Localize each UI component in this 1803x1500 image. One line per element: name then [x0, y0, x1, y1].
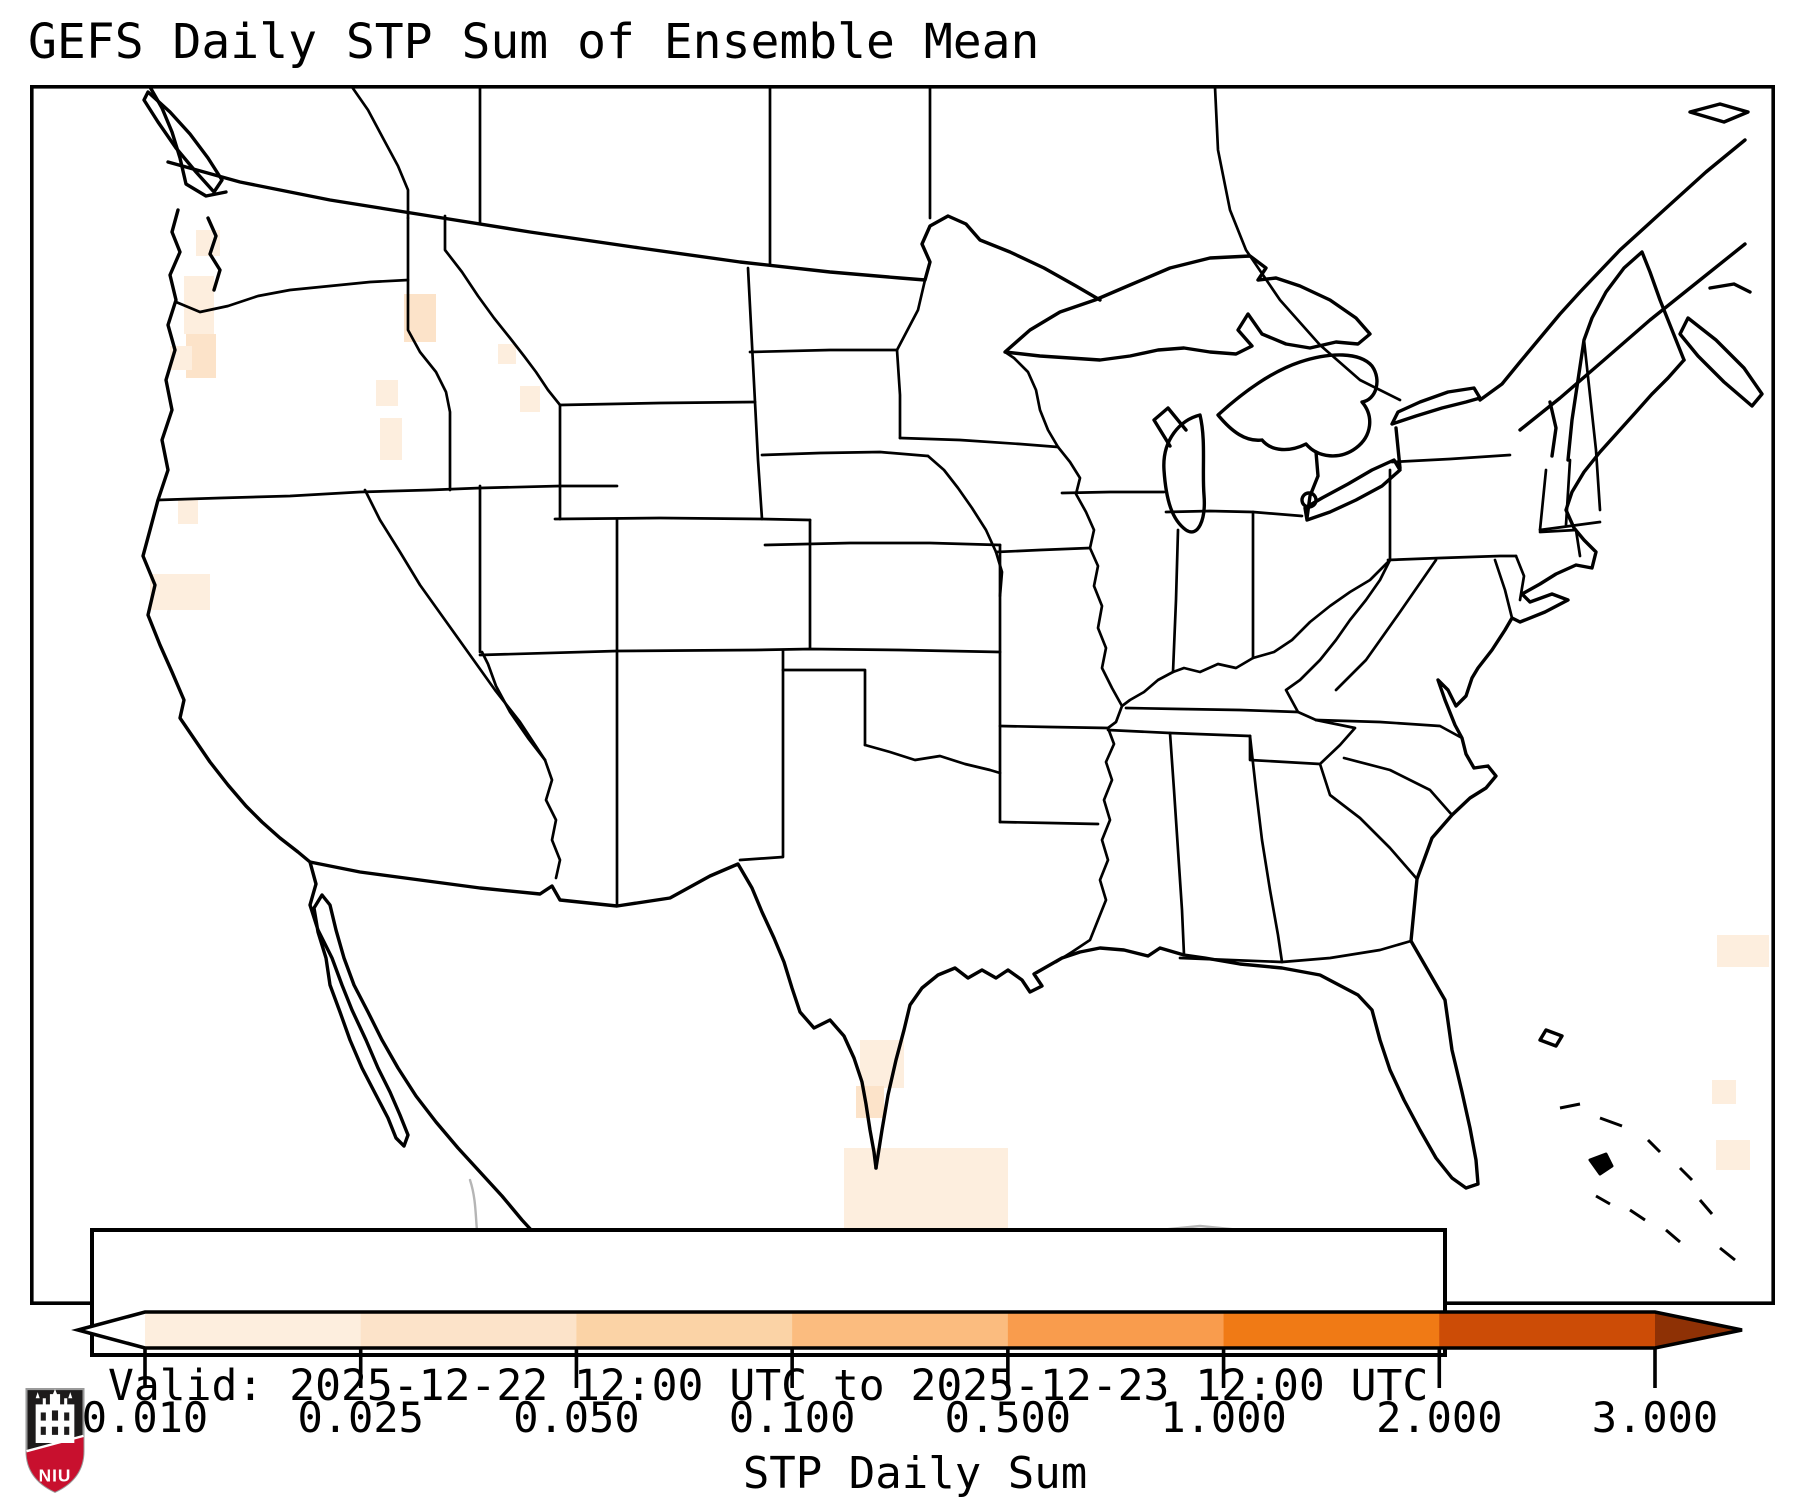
colorbar-over-arrow — [1655, 1312, 1742, 1348]
colorbar-segment — [1439, 1312, 1656, 1348]
stp-cell — [150, 574, 210, 610]
map-frame — [30, 85, 1775, 1305]
stp-cell — [1716, 1140, 1750, 1170]
castle-windows — [40, 1410, 70, 1435]
stp-cell — [380, 418, 402, 460]
coastlines — [141, 85, 1764, 1305]
stp-shaded-cells — [150, 230, 1769, 1272]
stp-cell — [376, 380, 398, 406]
stp-cell — [1712, 1080, 1736, 1104]
stp-cell — [1717, 935, 1769, 967]
province-borders — [350, 85, 1402, 402]
logo-text: NIU — [39, 1466, 72, 1486]
stp-cell — [860, 1040, 904, 1088]
state-borders — [156, 214, 1602, 964]
info-box: Valid: 2025-12-22 12:00 UTC to 2025-12-2… — [90, 1228, 1447, 1411]
stp-cell — [520, 386, 540, 412]
conus-map — [30, 85, 1775, 1305]
colorbar-axis-label: STP Daily Sum — [742, 1448, 1088, 1499]
valid-time-line: Valid: 2025-12-22 12:00 UTC to 2025-12-2… — [108, 1361, 1429, 1411]
logo-red-band — [26, 1435, 84, 1492]
stp-cell — [178, 500, 198, 524]
stp-cell — [184, 276, 214, 334]
page-title: GEFS Daily STP Sum of Ensemble Mean — [28, 14, 1040, 70]
map-container: Valid: 2025-12-22 12:00 UTC to 2025-12-2… — [30, 85, 1775, 1411]
colorbar-tick-label: 3.000 — [1592, 1393, 1718, 1442]
stp-cell — [498, 344, 516, 364]
niu-logo: NIU — [25, 1388, 85, 1493]
stp-cell — [856, 1086, 884, 1118]
